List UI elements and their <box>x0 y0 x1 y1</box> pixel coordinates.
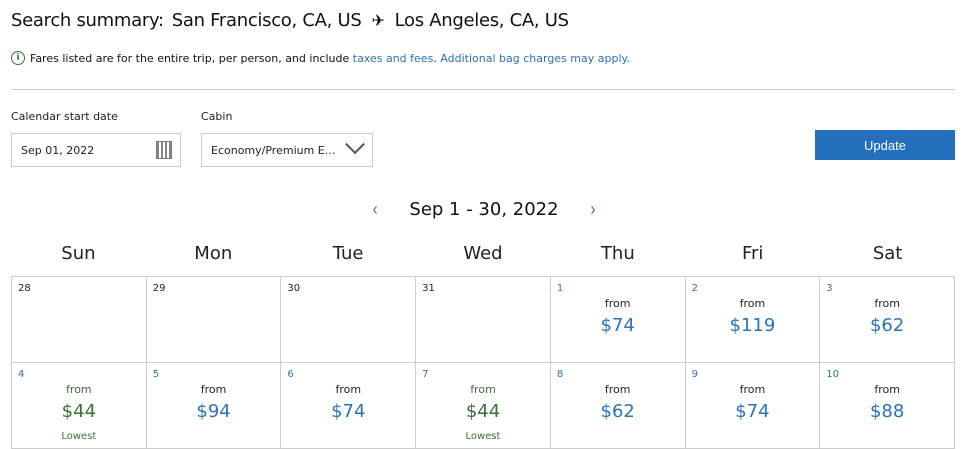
divider <box>11 89 955 90</box>
day-number: 30 <box>287 283 301 294</box>
bag-charges-link[interactable]: Additional bag charges may apply. <box>440 51 630 65</box>
day-number: 28 <box>18 283 31 294</box>
fare-price[interactable]: $74 <box>735 401 770 422</box>
day-cell[interactable]: 4 from $44 Lowest <box>12 363 147 449</box>
weekday-tue: Tue <box>332 243 364 264</box>
notice-sep: . <box>433 51 441 65</box>
day-cell[interactable]: 7 from $44 Lowest <box>416 363 551 449</box>
taxes-fees-link[interactable]: taxes and fees <box>352 51 434 65</box>
from-label: from <box>66 383 92 396</box>
fare-price[interactable]: $88 <box>869 401 905 422</box>
fare-price[interactable]: $74 <box>600 315 635 336</box>
fare-price[interactable]: $44 <box>465 401 501 422</box>
fare-notice: i Fares listed are for the entire trip, … <box>11 51 630 65</box>
day-cell[interactable]: 9 from $74 <box>685 363 821 449</box>
cabin-value: Economy/Premium E... <box>211 143 336 157</box>
day-number: 3 <box>826 283 833 294</box>
from-label: from <box>470 383 496 396</box>
info-icon: i <box>11 51 25 65</box>
day-number: 1 <box>556 283 564 294</box>
calendar-icon[interactable] <box>156 141 172 159</box>
day-number: 10 <box>826 369 840 380</box>
fare-calendar: 28 29 30 31 1 from $74 2 from $119 3 from $62 4 from $4… <box>11 276 955 449</box>
day-number: 31 <box>422 283 435 294</box>
weekday-sun: Sun <box>61 243 96 264</box>
next-month-button[interactable]: › <box>589 197 596 221</box>
cabin-select[interactable]: Economy/Premium E... <box>201 133 373 167</box>
day-number: 5 <box>152 369 160 380</box>
lowest-badge: Lowest <box>465 431 501 442</box>
destination: Los Angeles, CA, US <box>394 10 569 31</box>
fare-price[interactable]: $62 <box>600 401 635 422</box>
date-value: Sep 01, 2022 <box>21 143 95 157</box>
start-date-input[interactable]: Sep 01, 2022 <box>11 133 181 167</box>
fare-price[interactable]: $119 <box>729 315 776 336</box>
cabin-label: Cabin <box>201 110 233 123</box>
day-number: 9 <box>691 369 698 380</box>
from-label: from <box>335 383 362 396</box>
day-cell[interactable]: 8 from $62 <box>550 363 686 449</box>
prev-month-button[interactable]: ‹ <box>372 197 379 221</box>
day-number: 7 <box>422 369 429 380</box>
airplane-icon: ✈ <box>371 11 385 30</box>
date-range: Sep 1 - 30, 2022 <box>409 198 559 220</box>
day-cell[interactable]: 3 from $62 <box>820 277 955 363</box>
date-label: Calendar start date <box>11 110 118 123</box>
day-cell[interactable]: 1 from $74 <box>550 277 686 363</box>
day-cell: 29 <box>146 277 282 363</box>
day-number: 2 <box>691 283 698 294</box>
update-button[interactable]: Update <box>815 130 955 160</box>
lowest-badge: Lowest <box>61 431 97 442</box>
fare-price[interactable]: $62 <box>869 315 905 336</box>
fare-price[interactable]: $74 <box>331 401 366 422</box>
day-cell[interactable]: 2 from $119 <box>685 277 821 363</box>
weekday-sat: Sat <box>872 243 903 264</box>
notice-body: , per person, and include <box>211 51 353 65</box>
day-cell: 31 <box>416 277 551 363</box>
from-label: from <box>874 297 900 310</box>
page-title: Search summary: San Francisco, CA, US ✈ … <box>11 10 569 31</box>
weekday-fri: Fri <box>741 243 764 264</box>
day-number: 8 <box>556 369 564 380</box>
month-nav: ‹ Sep 1 - 30, 2022 › <box>0 197 968 221</box>
fare-price[interactable]: $94 <box>196 401 231 422</box>
title-prefix: Search summary: <box>11 10 164 31</box>
weekday-header: Sun Mon Tue Wed Thu Fri Sat <box>11 243 955 264</box>
from-label: from <box>200 383 227 396</box>
weekday-thu: Thu <box>600 243 635 264</box>
day-cell[interactable]: 5 from $94 <box>146 363 282 449</box>
notice-text: Fares listed are for the entire trip, pe… <box>30 52 630 65</box>
day-number: 29 <box>152 283 166 294</box>
day-cell[interactable]: 6 from $74 <box>281 363 417 449</box>
from-label: from <box>604 383 631 396</box>
from-label: from <box>874 383 900 396</box>
day-cell: 30 <box>281 277 417 363</box>
weekday-mon: Mon <box>194 243 233 264</box>
weekday-wed: Wed <box>463 243 503 264</box>
chevron-down-icon <box>345 134 365 155</box>
from-label: from <box>739 383 766 396</box>
day-cell: 28 <box>12 277 147 363</box>
day-cell[interactable]: 10 from $88 <box>820 363 955 449</box>
origin: San Francisco, CA, US <box>171 10 362 31</box>
day-number: 6 <box>287 369 294 380</box>
day-number: 4 <box>18 369 25 380</box>
notice-bold: Fares listed are for the entire trip <box>30 51 212 65</box>
from-label: from <box>604 297 631 310</box>
from-label: from <box>739 297 766 310</box>
fare-price[interactable]: $44 <box>61 401 97 422</box>
